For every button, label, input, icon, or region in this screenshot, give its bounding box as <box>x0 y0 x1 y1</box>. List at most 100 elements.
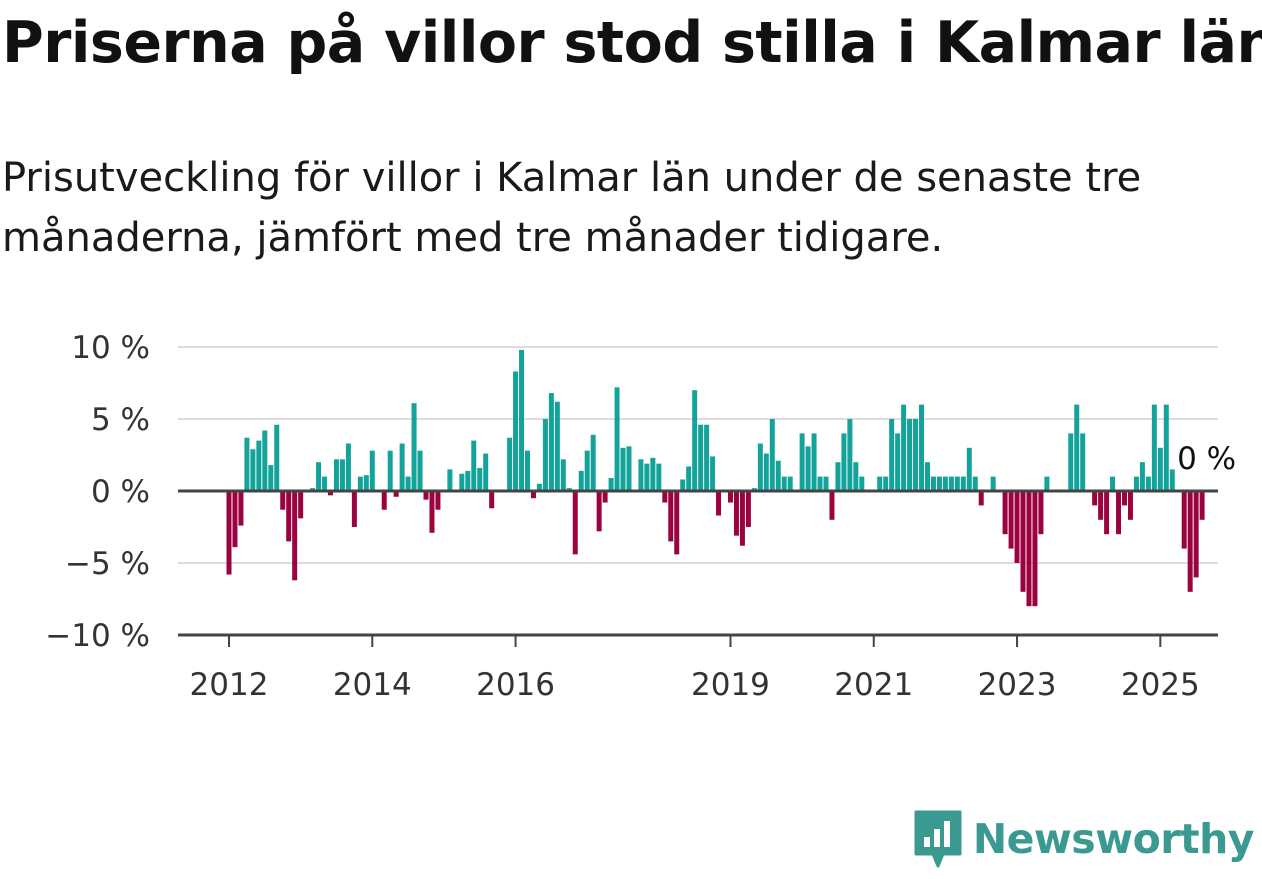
brand-name: Newsworthy <box>972 815 1255 863</box>
y-tick-label: −10 % <box>45 618 150 654</box>
bar <box>1068 433 1074 491</box>
bar <box>1163 404 1169 491</box>
bar <box>841 433 847 491</box>
bar <box>745 491 751 527</box>
bar <box>1020 491 1026 592</box>
bar <box>333 459 339 491</box>
bar <box>250 449 256 491</box>
bar <box>536 483 542 491</box>
bar <box>954 476 960 491</box>
bar <box>972 476 978 491</box>
bar <box>519 349 525 491</box>
bar <box>584 450 590 491</box>
bar <box>686 466 692 491</box>
bar <box>805 446 811 491</box>
bar <box>262 430 268 491</box>
bar <box>1044 476 1050 491</box>
bar <box>590 434 596 491</box>
bar <box>895 433 901 491</box>
bar <box>942 476 948 491</box>
bar <box>298 491 304 519</box>
bar <box>638 459 644 491</box>
bar <box>662 491 668 503</box>
bar <box>1157 447 1163 491</box>
y-tick-label: 5 % <box>91 402 150 438</box>
bar <box>381 491 387 510</box>
chart-subtitle: Prisutveckling för villor i Kalmar län u… <box>2 155 1142 261</box>
x-tick-label: 2014 <box>333 667 412 703</box>
bar <box>817 476 823 491</box>
bar <box>1098 491 1104 520</box>
bar <box>614 387 620 491</box>
bar <box>733 491 739 536</box>
bar <box>268 465 274 491</box>
bar <box>901 404 907 491</box>
bar <box>339 459 345 491</box>
gridlines <box>178 346 1218 564</box>
bar <box>602 491 608 503</box>
bar <box>256 440 262 491</box>
bar <box>1026 491 1032 607</box>
brand-logo: Newsworthy <box>913 803 1255 875</box>
x-tick-label: 2016 <box>476 667 555 703</box>
bar <box>1002 491 1008 535</box>
bar <box>919 404 925 491</box>
bar <box>763 453 769 491</box>
bar <box>966 447 972 491</box>
bar <box>459 473 465 491</box>
bar <box>226 491 232 575</box>
bar <box>554 401 560 491</box>
bar <box>620 447 626 491</box>
bar <box>447 469 453 491</box>
bar <box>883 476 889 491</box>
bar <box>1151 404 1157 491</box>
bar <box>716 491 722 516</box>
bar <box>1187 491 1193 592</box>
bar <box>477 467 483 491</box>
x-tick-label: 2021 <box>834 667 913 703</box>
bar <box>924 462 930 491</box>
bar <box>644 463 650 491</box>
bar <box>1104 491 1110 535</box>
bar <box>399 443 405 491</box>
bar <box>530 491 536 499</box>
bar <box>286 491 292 542</box>
bar <box>1110 476 1116 491</box>
bar <box>1127 491 1133 520</box>
bar <box>674 491 680 555</box>
bar <box>280 491 286 510</box>
bar <box>960 476 966 491</box>
bar <box>978 491 984 506</box>
bar <box>351 491 357 527</box>
bar <box>704 424 710 491</box>
bar <box>1080 433 1086 491</box>
bar <box>948 476 954 491</box>
bar <box>835 462 841 491</box>
bar <box>936 476 942 491</box>
bar <box>578 470 584 491</box>
bar <box>513 371 519 491</box>
bar <box>327 491 333 496</box>
bar <box>829 491 835 520</box>
tick-labels: 10 % 5 % 0 % −5 % −10 % 2012 2014 2016 2019 2021 2… <box>45 330 1236 703</box>
bar <box>1122 491 1127 506</box>
x-tick-label: 2025 <box>1121 667 1200 703</box>
bar <box>1008 491 1014 549</box>
bar <box>608 478 614 491</box>
bar <box>345 443 351 491</box>
bar <box>483 453 489 491</box>
bar <box>930 476 936 491</box>
bar <box>1038 491 1044 535</box>
bar <box>990 476 996 491</box>
bar <box>322 476 328 491</box>
bar <box>316 462 322 491</box>
bar <box>799 433 805 491</box>
bar <box>1199 491 1205 520</box>
bar <box>781 476 787 491</box>
bar <box>525 450 530 491</box>
bar <box>560 459 566 491</box>
x-tick-label: 2012 <box>190 667 269 703</box>
bar <box>363 475 369 491</box>
bar <box>1032 491 1038 607</box>
bar <box>1092 491 1098 506</box>
